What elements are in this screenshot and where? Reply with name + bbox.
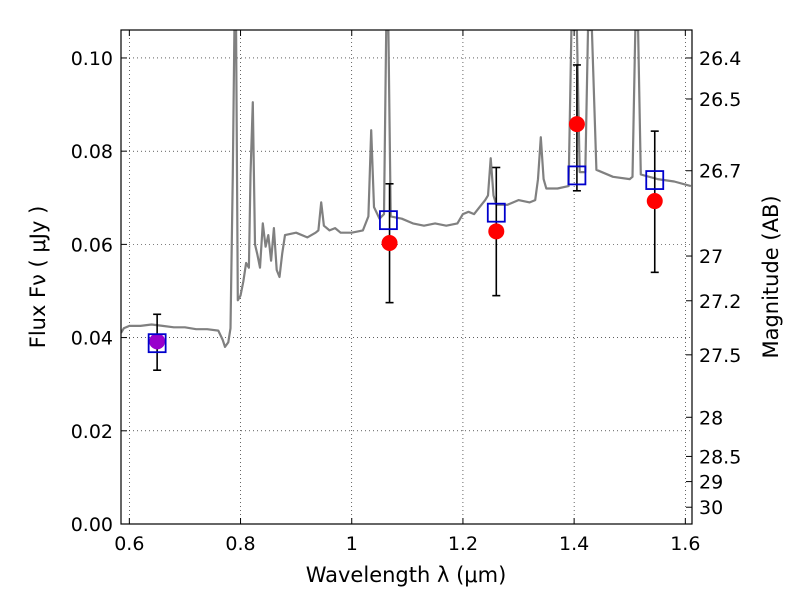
spectrum-line bbox=[121, 30, 692, 348]
magnitude-tick-label: 26.4 bbox=[699, 48, 741, 70]
magnitude-tick-label: 26.7 bbox=[699, 161, 741, 183]
photometry-point bbox=[381, 234, 398, 251]
y-tick-label: 0.06 bbox=[71, 234, 113, 256]
model-photometry-box bbox=[486, 202, 506, 223]
right-axis-label: Magnitude (AB) bbox=[759, 195, 783, 358]
model-photometry-box bbox=[645, 170, 665, 190]
y-axis-ticks: 0.00 0.02 0.04 0.06 0.08 0.10 bbox=[71, 48, 127, 536]
x-tick-label: 0.6 bbox=[114, 533, 144, 555]
magnitude-tick-label: 27.5 bbox=[699, 345, 741, 367]
data-markers bbox=[147, 116, 665, 354]
y-axis-label: Flux Fν ( μJy ) bbox=[26, 206, 50, 349]
plot-frame bbox=[120, 29, 693, 525]
error-bars bbox=[153, 64, 659, 372]
y-tick-label: 0.04 bbox=[71, 328, 113, 350]
x-axis-label: Wavelength λ (μm) bbox=[306, 563, 507, 587]
x-tick-label: 1.4 bbox=[559, 533, 589, 555]
magnitude-tick-label: 28.5 bbox=[699, 446, 741, 468]
y-tick-label: 0.10 bbox=[71, 48, 113, 70]
magnitude-axis-ticks: 26.4 26.5 26.7 27 27.2 27.5 28 28.5 29 30 bbox=[686, 48, 741, 519]
x-tick-label: 1.2 bbox=[448, 533, 478, 555]
y-tick-label: 0.08 bbox=[71, 141, 113, 163]
photometry-point bbox=[488, 223, 505, 240]
photometry-point bbox=[149, 333, 166, 350]
x-tick-label: 1.6 bbox=[670, 533, 700, 555]
model-photometry-box bbox=[379, 210, 398, 231]
model-photometry-box bbox=[147, 333, 167, 354]
photometry-point bbox=[646, 193, 663, 210]
magnitude-tick-label: 27.2 bbox=[699, 291, 741, 313]
grid bbox=[121, 30, 692, 525]
magnitude-tick-label: 26.5 bbox=[699, 89, 741, 111]
y-tick-label: 0.00 bbox=[71, 514, 113, 536]
model-spectrum bbox=[121, 30, 692, 348]
magnitude-tick-label: 27 bbox=[699, 246, 723, 268]
y-tick-label: 0.02 bbox=[71, 421, 113, 443]
model-photometry-box bbox=[567, 165, 587, 186]
x-tick-label: 0.8 bbox=[225, 533, 255, 555]
magnitude-tick-label: 28 bbox=[699, 407, 723, 429]
x-tick-label: 1 bbox=[346, 533, 358, 555]
photometry-point bbox=[568, 116, 585, 133]
x-axis-ticks: 0.6 0.8 1 1.2 1.4 1.6 bbox=[114, 30, 700, 555]
magnitude-tick-label: 30 bbox=[699, 497, 723, 519]
magnitude-tick-label: 29 bbox=[699, 472, 723, 494]
